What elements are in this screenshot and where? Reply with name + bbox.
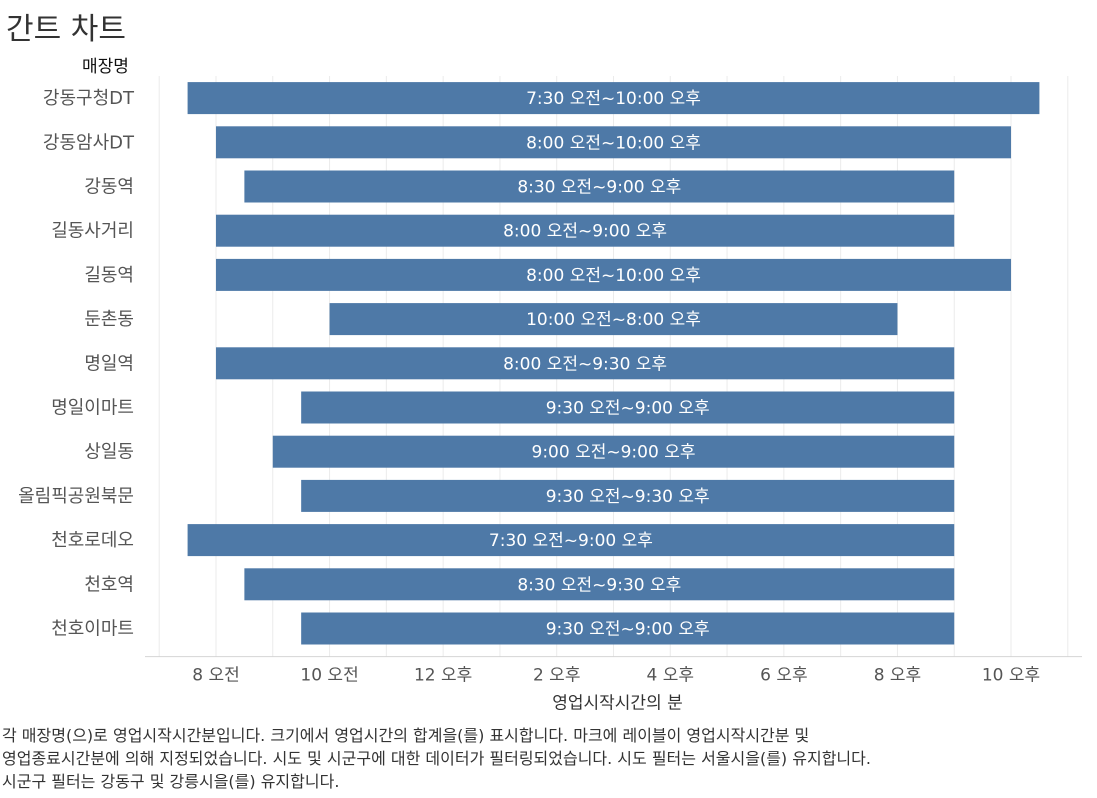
x-tick-label: 8 오후	[874, 666, 922, 686]
gantt-bar	[215, 126, 1012, 159]
category-label: 명일역	[84, 353, 134, 374]
bar-data-label: 8:00 오전~10:00 오후	[526, 266, 701, 286]
category-label: 천호로데오	[51, 530, 134, 551]
gantt-bar	[187, 82, 1040, 115]
x-tick-label: 4 오후	[647, 666, 695, 686]
x-tick-label: 2 오후	[533, 666, 581, 686]
gantt-bar	[272, 435, 955, 468]
gantt-bar	[244, 170, 955, 203]
category-label: 명일이마트	[51, 398, 134, 419]
x-tick-label: 10 오전	[300, 666, 358, 686]
gantt-bar	[329, 303, 898, 336]
category-label: 둔촌동	[84, 309, 134, 330]
gantt-bar	[301, 391, 955, 424]
gantt-bar	[187, 524, 955, 557]
category-label: 길동역	[84, 265, 134, 286]
gantt-bar	[215, 214, 955, 247]
category-label: 천호역	[84, 574, 134, 595]
bar-data-label: 9:00 오전~9:00 오후	[532, 443, 696, 463]
x-tick-label: 8 오전	[192, 666, 240, 686]
gantt-bar	[244, 568, 955, 601]
gantt-bar	[301, 479, 955, 512]
gantt-bar	[215, 258, 1012, 291]
category-label: 강동암사DT	[43, 132, 135, 153]
category-label: 강동역	[84, 177, 134, 198]
chart-title: 간트 차트	[6, 12, 126, 47]
gantt-chart: 8 오전 10 오전 12 오후 2 오후 4 오후 6 오후 8 오후 10 오후영업시작시…	[18, 76, 1082, 714]
category-label: 길동사거리	[51, 221, 134, 242]
x-axis-title: 영업시작시간의 분	[552, 694, 683, 714]
bar-data-label: 8:00 오전~9:30 오후	[503, 354, 667, 374]
bar-data-label: 7:30 오전~9:00 오후	[489, 531, 653, 551]
x-tick-label: 10 오후	[982, 666, 1040, 686]
bar-data-label: 9:30 오전~9:00 오후	[546, 620, 710, 640]
category-label: 상일동	[84, 442, 134, 463]
x-tick-label: 12 오후	[414, 666, 472, 686]
row-header-label: 매장명	[82, 57, 129, 77]
x-tick-label: 6 오후	[760, 666, 808, 686]
caption-line: 각 매장명(으)로 영업시작시간분입니다. 크기에서 영업시간의 합계을(를) …	[2, 726, 810, 745]
gantt-bar	[215, 347, 955, 380]
bar-data-label: 8:00 오전~10:00 오후	[526, 133, 701, 153]
bar-data-label: 9:30 오전~9:30 오후	[546, 487, 710, 507]
bar-data-label: 7:30 오전~10:00 오후	[526, 89, 701, 109]
caption-line: 영업종료시간분에 의해 지정되었습니다. 시도 및 시군구에 대한 데이터가 필…	[2, 749, 871, 768]
bar-data-label: 10:00 오전~8:00 오후	[526, 310, 701, 330]
gantt-bar	[301, 612, 955, 645]
category-label: 올림픽공원북문	[18, 486, 134, 507]
bar-data-label: 9:30 오전~9:00 오후	[546, 399, 710, 419]
category-label: 천호이마트	[51, 619, 134, 640]
bar-data-label: 8:30 오전~9:30 오후	[517, 575, 681, 595]
bar-data-label: 8:00 오전~9:00 오후	[503, 222, 667, 242]
caption-line: 시군구 필터는 강동구 및 강릉시을(를) 유지합니다.	[2, 772, 340, 791]
chart-caption: 각 매장명(으)로 영업시작시간분입니다. 크기에서 영업시간의 합계을(를) …	[2, 724, 1092, 793]
category-label: 강동구청DT	[43, 88, 135, 109]
bar-data-label: 8:30 오전~9:00 오후	[517, 178, 681, 198]
